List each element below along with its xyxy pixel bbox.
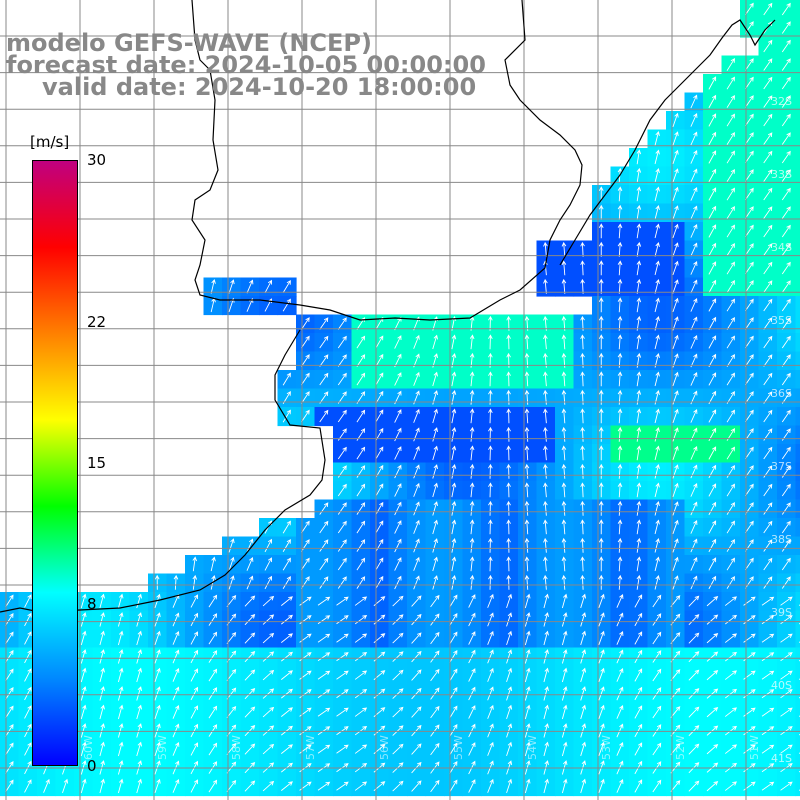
latitude-label: 41S (771, 752, 792, 765)
wind-speed-cell (796, 296, 800, 315)
latitude-label: 34S (771, 241, 792, 254)
longitude-label: 51W (748, 735, 761, 760)
longitude-label: 55W (452, 735, 465, 760)
wind-speed-cell (796, 666, 800, 685)
longitude-label: 58W (230, 735, 243, 760)
wind-speed-cell (796, 148, 800, 167)
latitude-label: 39S (771, 606, 792, 619)
colorbar-tick-label: 8 (87, 595, 97, 613)
latitude-label: 32S (771, 95, 792, 108)
wind-speed-cell (796, 56, 800, 75)
wind-speed-cell (796, 74, 800, 93)
wind-speed-cell (796, 278, 800, 297)
wind-speed-cell (796, 315, 800, 334)
wind-speed-cell (796, 777, 800, 796)
colorbar-tick-label: 22 (87, 313, 106, 331)
wind-speed-cell (796, 352, 800, 371)
wind-speed-cell (796, 463, 800, 482)
wind-speed-cell (796, 111, 800, 130)
wind-speed-cell (796, 500, 800, 519)
longitude-label: 59W (156, 735, 169, 760)
wind-speed-cell (796, 204, 800, 223)
wind-speed-cell (796, 241, 800, 260)
colorbar-unit-label: [m/s] (30, 133, 69, 151)
latitude-label: 35S (771, 314, 792, 327)
wind-speed-cell (796, 611, 800, 630)
wind-speed-cell (796, 555, 800, 574)
map-title-valid-date: valid date: 2024-10-20 18:00:00 (42, 75, 476, 99)
wind-speed-cell (796, 444, 800, 463)
longitude-label: 56W (378, 735, 391, 760)
longitude-label: 57W (304, 735, 317, 760)
colorbar-tick-label: 30 (87, 151, 106, 169)
wind-speed-cell (796, 592, 800, 611)
longitude-label: 54W (526, 735, 539, 760)
wind-speed-cell (796, 333, 800, 352)
latitude-label: 33S (771, 168, 792, 181)
wind-speed-cell (796, 740, 800, 759)
wind-speed-cell (796, 629, 800, 648)
wind-speed-cell (796, 703, 800, 722)
latitude-label: 40S (771, 679, 792, 692)
colorbar-tick-label: 15 (87, 454, 106, 472)
wind-speed-cell (796, 685, 800, 704)
wind-speed-cell (796, 370, 800, 389)
wind-speed-cell (796, 222, 800, 241)
wind-speed-cell (796, 537, 800, 556)
wind-speed-cell (796, 574, 800, 593)
wind-speed-cell (796, 0, 800, 19)
latitude-label: 38S (771, 533, 792, 546)
colorbar (32, 160, 78, 766)
longitude-label: 53W (600, 735, 613, 760)
wind-speed-cell (796, 407, 800, 426)
wind-speed-cell (796, 19, 800, 38)
wind-speed-cell (796, 259, 800, 278)
wind-speed-cell (796, 185, 800, 204)
wind-speed-cell (796, 481, 800, 500)
wind-speed-cell (796, 518, 800, 537)
longitude-label: 52W (674, 735, 687, 760)
wind-speed-cell (796, 389, 800, 408)
latitude-label: 37S (771, 460, 792, 473)
wind-speed-cell (796, 648, 800, 667)
longitude-label: 60W (82, 735, 95, 760)
latitude-label: 36S (771, 387, 792, 400)
wind-speed-cell (796, 426, 800, 445)
wind-speed-cell (796, 37, 800, 56)
